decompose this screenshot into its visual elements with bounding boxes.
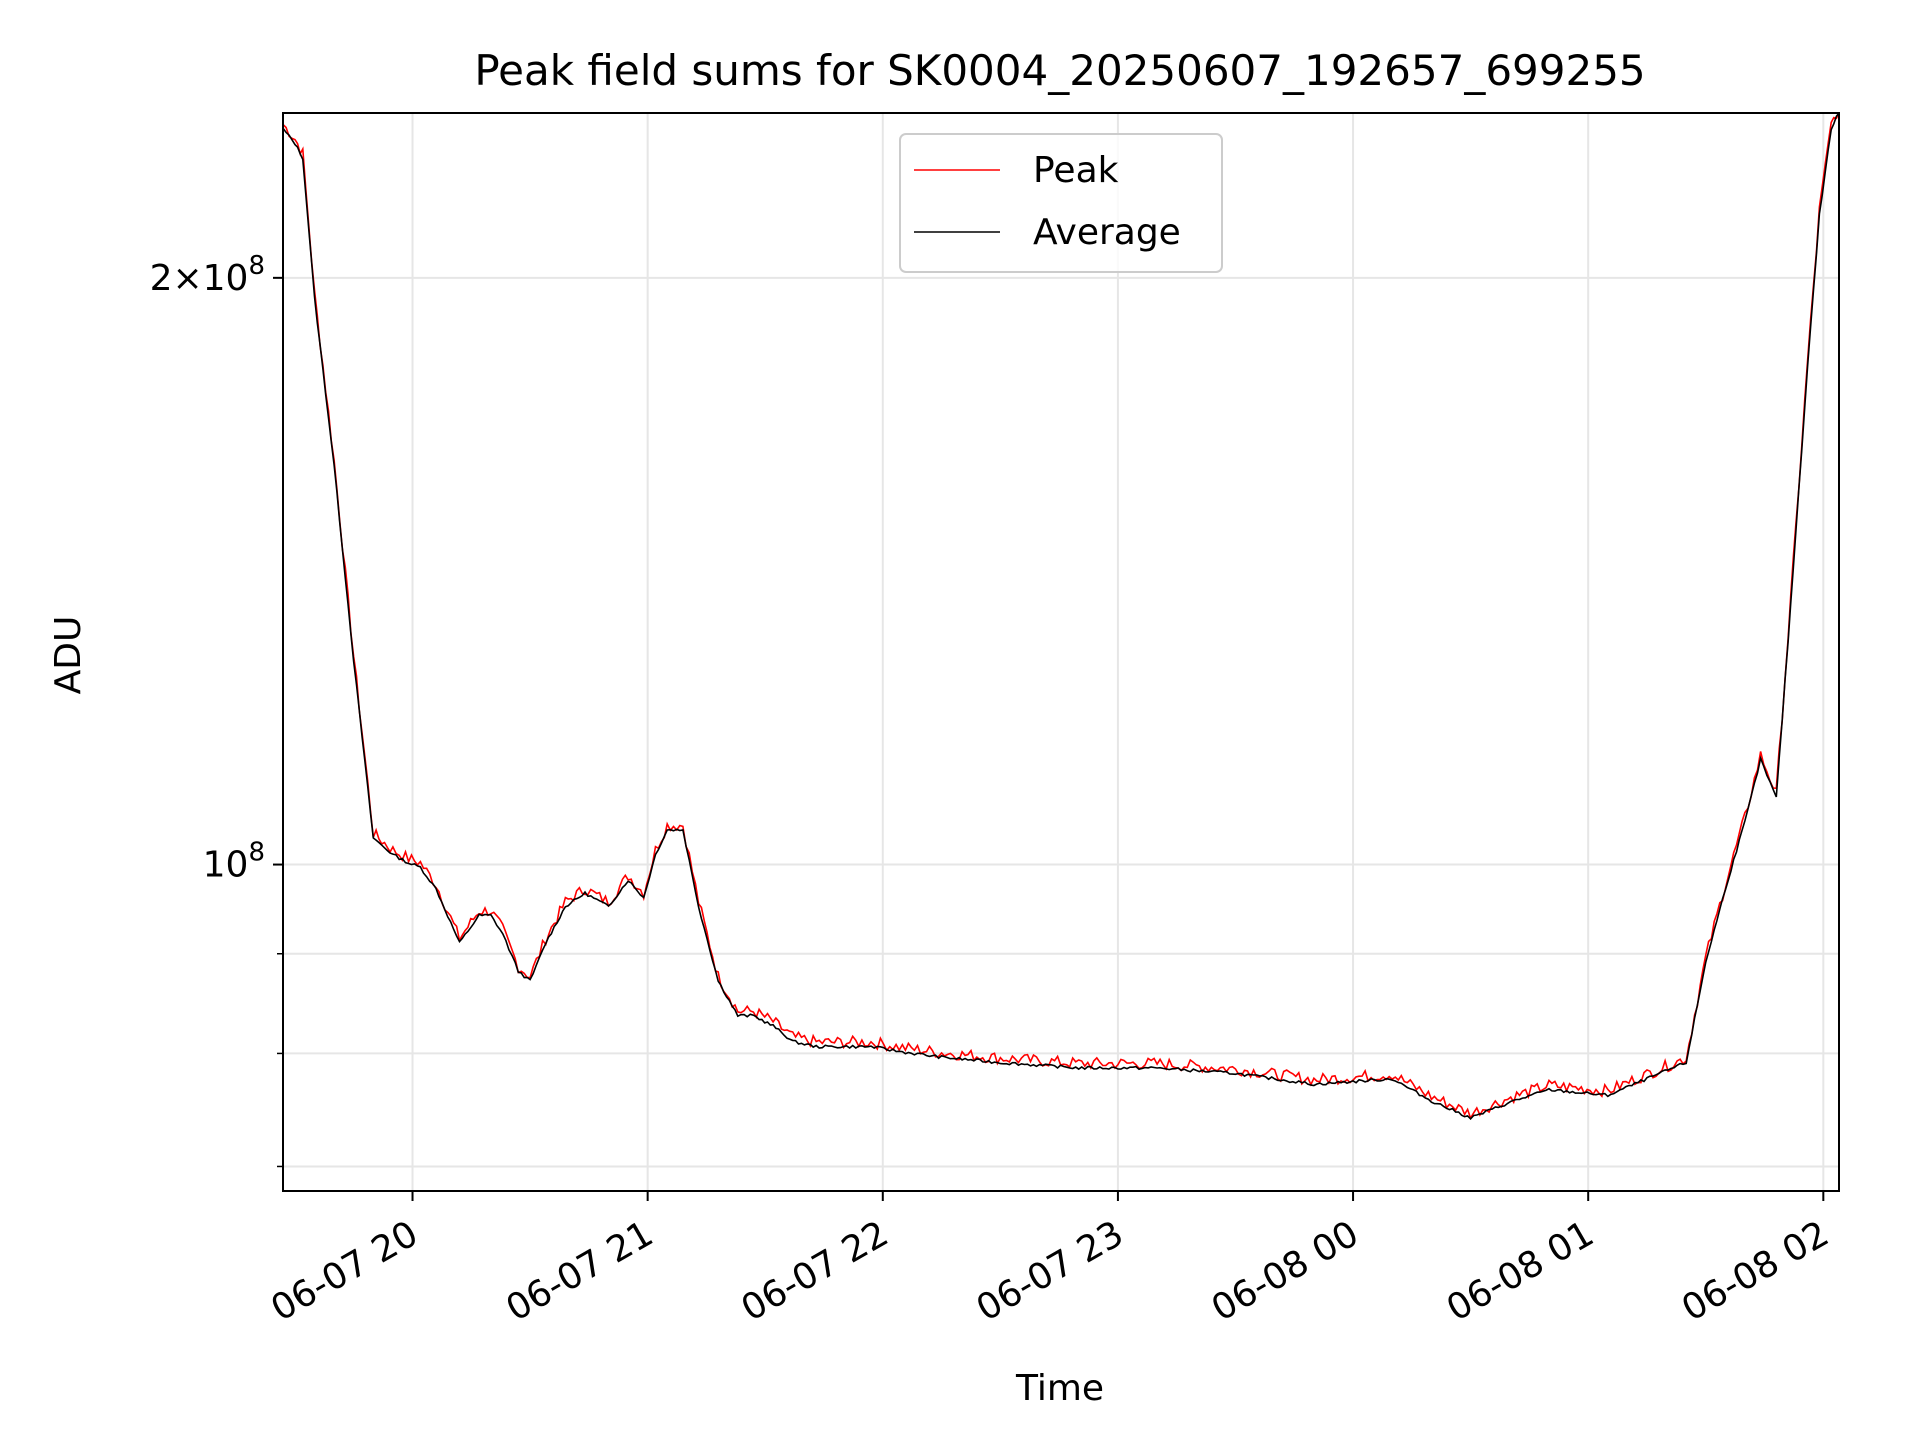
legend-label-peak: Peak (1033, 150, 1119, 191)
y-axis-label: ADU (48, 616, 89, 695)
x-axis-label: Time (1015, 1368, 1104, 1409)
axis-ticks (273, 276, 1825, 1201)
y-tick-label: 2×108 (150, 251, 265, 299)
series-line-average (283, 113, 1839, 1121)
grid (283, 113, 1839, 1191)
series-lines (283, 113, 1839, 1121)
legend-box (899, 133, 1223, 273)
legend-label-average: Average (1033, 212, 1181, 253)
y-tick-label: 108 (203, 838, 265, 886)
plot-frame (282, 112, 1840, 1192)
y-tick-labels: 108 2×108 (150, 251, 265, 886)
series-line-peak (283, 113, 1839, 1121)
chart-title: Peak field sums for SK0004_20250607_1926… (474, 46, 1645, 95)
legend: Peak Average (899, 133, 1223, 273)
